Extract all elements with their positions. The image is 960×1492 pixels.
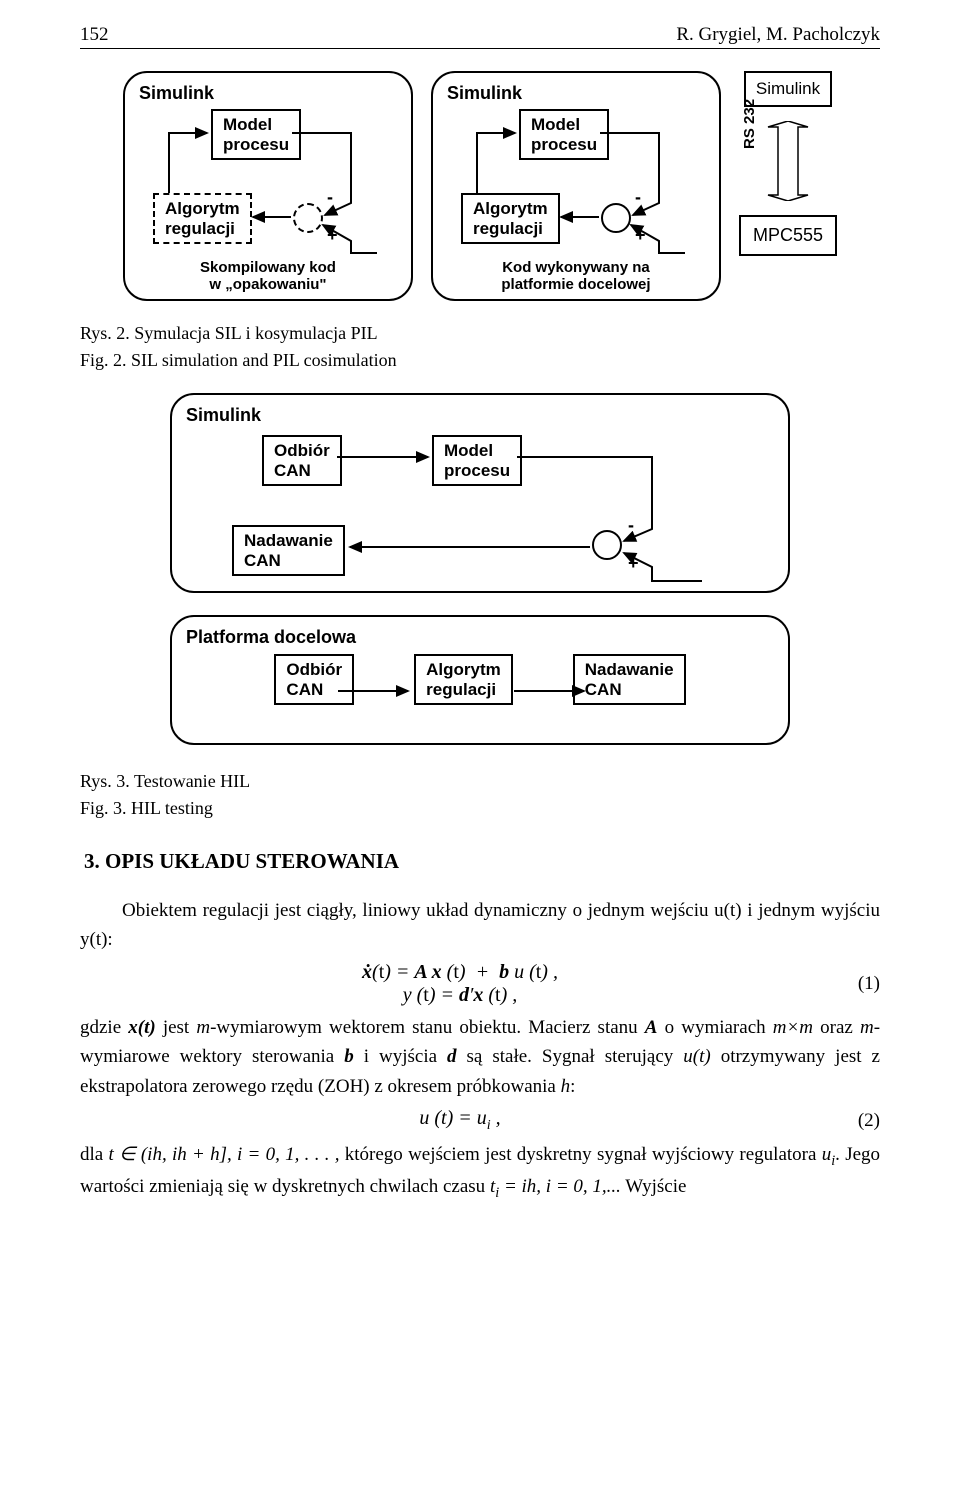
p2g: i wyjścia bbox=[354, 1046, 447, 1067]
p2a: gdzie bbox=[80, 1017, 128, 1038]
header-authors: R. Grygiel, M. Pacholczyk bbox=[676, 24, 880, 46]
fig2-caption-fig: Fig. 2. SIL simulation and PIL cosimulat… bbox=[80, 350, 880, 371]
eq1-body: ẋ(t) = A x (t) + b u (t) , y (t) = d′x (… bbox=[80, 961, 840, 1007]
p2-ut: u(t) bbox=[683, 1046, 710, 1067]
p2-xt: x(t) bbox=[128, 1017, 155, 1038]
eq2-main: u (t) = u bbox=[419, 1107, 486, 1129]
eq1-xdot: ẋ bbox=[362, 961, 372, 983]
p2-A: A bbox=[645, 1017, 658, 1038]
p2-m: m bbox=[196, 1017, 210, 1038]
rs232-arrow-block: RS 232 bbox=[743, 121, 833, 201]
eq1-number: (1) bbox=[840, 973, 880, 995]
p2c: -wymiarowym wektorem stanu obiektu. Maci… bbox=[210, 1017, 645, 1038]
fig2-panel-middle: Simulink Model procesu Algorytm regulacj… bbox=[431, 71, 721, 301]
p2-dvec: d bbox=[447, 1046, 457, 1067]
fig3-caption-rys: Rys. 3. Testowanie HIL bbox=[80, 771, 880, 792]
p3a: dla bbox=[80, 1144, 108, 1165]
equation-2: u (t) = ui , (2) bbox=[80, 1107, 880, 1134]
section-heading: 3. OPIS UKŁADU STEROWANIA bbox=[84, 849, 880, 874]
fig2-caption-rys: Rys. 2. Symulacja SIL i kosymulacja PIL bbox=[80, 323, 880, 344]
para-3: dla t ∈ (ih, ih + h], i = 0, 1, . . . , … bbox=[80, 1140, 880, 1204]
page-number: 152 bbox=[80, 24, 109, 46]
para-2: gdzie x(t) jest m-wymiarowym wektorem st… bbox=[80, 1013, 880, 1101]
eq2-tail: , bbox=[491, 1107, 501, 1129]
eq1-line2: y (t) = d′x (t) , bbox=[403, 984, 518, 1006]
p2-bvec: b bbox=[344, 1046, 354, 1067]
p3-ui: u bbox=[822, 1144, 832, 1165]
p2-m2: m bbox=[860, 1017, 874, 1038]
figure-2: Simulink Model procesu Algorytm regulacj… bbox=[80, 71, 880, 301]
page-header: 152 R. Grygiel, M. Pacholczyk bbox=[80, 24, 880, 49]
p2h: są stałe. Sygnał sterujący bbox=[457, 1046, 684, 1067]
p2d: o wymiarach bbox=[657, 1017, 772, 1038]
fig3-caption-fig: Fig. 3. HIL testing bbox=[80, 798, 880, 819]
fig3-simulink-panel: Simulink Odbiór CAN Model procesu Nadawa… bbox=[170, 393, 790, 593]
mpc555-box: MPC555 bbox=[739, 215, 837, 256]
p3d: Wyjście bbox=[621, 1176, 687, 1197]
figure-3: Simulink Odbiór CAN Model procesu Nadawa… bbox=[80, 393, 880, 745]
fig3b-arrows bbox=[172, 617, 792, 747]
fig3a-arrows bbox=[172, 395, 792, 595]
para-1: Obiektem regulacji jest ciągły, liniowy … bbox=[80, 896, 880, 955]
p2-mxm: m×m bbox=[773, 1017, 813, 1038]
p3-ti-rest: = ih, i = 0, 1,... bbox=[499, 1176, 621, 1197]
fig3-platform-panel: Platforma docelowa Odbiór CAN Algorytm r… bbox=[170, 615, 790, 745]
para1-text: Obiektem regulacji jest ciągły, liniowy … bbox=[80, 900, 880, 950]
p2-hvar: h bbox=[561, 1076, 571, 1097]
p2e: oraz bbox=[813, 1017, 860, 1038]
eq1-line1: (t) = A x (t) + b u (t) , bbox=[372, 961, 558, 983]
eq2-number: (2) bbox=[840, 1110, 880, 1132]
p3b: którego wejściem jest dyskretny sygnał w… bbox=[340, 1144, 822, 1165]
fig2-right-col: Simulink RS 232 MPC555 bbox=[739, 71, 837, 256]
p3-tin: t ∈ (ih, ih + h], i = 0, 1, . . . , bbox=[108, 1144, 339, 1165]
equation-1: ẋ(t) = A x (t) + b u (t) , y (t) = d′x (… bbox=[80, 961, 880, 1007]
p2b: jest bbox=[156, 1017, 197, 1038]
panel-caption: Skompilowany kod w „opakowaniu" bbox=[125, 259, 411, 293]
fig2-panel-left: Simulink Model procesu Algorytm regulacj… bbox=[123, 71, 413, 301]
eq2-body: u (t) = ui , bbox=[80, 1107, 840, 1134]
rs232-label: RS 232 bbox=[741, 99, 758, 149]
panel-caption: Kod wykonywany na platformie docelowej bbox=[433, 259, 719, 293]
